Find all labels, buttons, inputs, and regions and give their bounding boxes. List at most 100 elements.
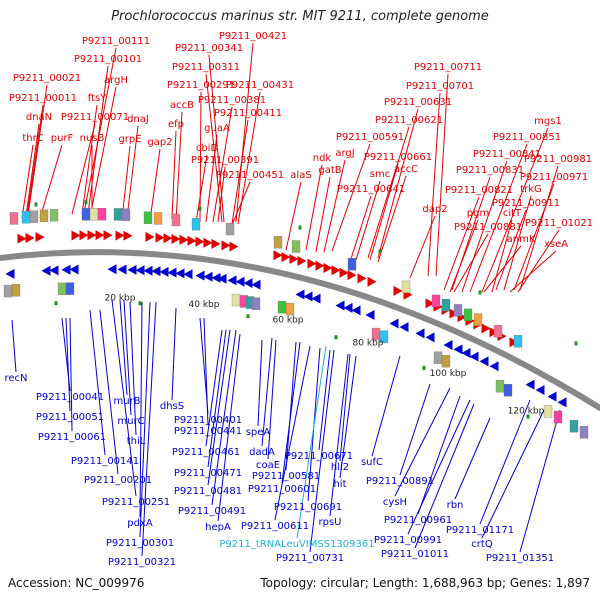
reverse-gene-arrow [443, 340, 453, 351]
gene-label-reverse: P9211_00491 [178, 506, 246, 517]
callout-line-reverse [281, 341, 301, 484]
callout-line-forward [235, 42, 254, 223]
gene-label-forward: P9211_00431 [226, 80, 294, 91]
callout-line-forward [87, 65, 109, 214]
callout-line-forward [21, 144, 34, 219]
reverse-gene-arrow [195, 270, 205, 281]
reverse-gene-arrow [135, 265, 145, 276]
gene-feature-block [3, 284, 13, 298]
gene-label-reverse: P9211_tRNALeuVIMSS1309361 [219, 539, 374, 550]
gene-label-forward: purF [51, 133, 74, 144]
gene-label-forward: grpE [118, 134, 141, 145]
reverse-gene-arrow [61, 264, 71, 275]
callout-line-forward [195, 154, 208, 223]
reverse-gene-arrow [469, 351, 479, 362]
callout-line-reverse [399, 383, 431, 476]
callout-line-reverse [171, 307, 177, 401]
reverse-gene-arrow [535, 385, 545, 396]
gene-label-forward: P9211_00021 [13, 73, 81, 84]
forward-gene-arrow [203, 237, 213, 248]
scale-tick-label: 80 kbp [353, 338, 384, 348]
callout-line-forward [427, 92, 441, 277]
scale-tick-label: 60 kbp [273, 316, 304, 326]
forward-gene-arrow [79, 230, 89, 241]
gc-marker [526, 414, 530, 419]
gc-marker [198, 206, 202, 211]
callout-line-reverse [207, 329, 227, 468]
callout-line-reverse [11, 319, 17, 373]
forward-gene-arrow [289, 254, 299, 265]
forward-gene-arrow [307, 258, 317, 269]
callout-line-reverse [89, 309, 106, 456]
gene-feature-block [441, 298, 451, 312]
gene-feature-block [277, 301, 287, 314]
scale-tick-label: 40 kbp [189, 300, 220, 310]
forward-gene-arrow [481, 323, 491, 334]
callout-line-reverse [129, 301, 137, 436]
forward-gene-arrow [179, 234, 189, 245]
gc-marker [378, 249, 382, 254]
gene-label-reverse: rbn [447, 500, 464, 511]
reverse-gene-arrow [335, 300, 345, 311]
callout-line-forward [453, 233, 489, 293]
reverse-gene-arrow [461, 347, 471, 358]
reverse-gene-arrow [303, 291, 313, 302]
callout-line-reverse [309, 349, 335, 553]
gene-feature-block [463, 308, 473, 322]
gene-label-forward: P9211_00381 [198, 95, 266, 106]
forward-gene-arrow [123, 230, 133, 241]
gene-feature-block [503, 384, 513, 397]
gene-feature-block [97, 208, 107, 221]
gene-label-reverse: P9211_00401 [174, 415, 242, 426]
gene-feature-block [153, 212, 163, 225]
gene-label-forward: P9211_00971 [520, 172, 588, 183]
callout-line-reverse [217, 333, 241, 522]
reverse-gene-arrow [251, 279, 261, 290]
forward-gene-arrow [331, 265, 341, 276]
gene-features [3, 200, 589, 439]
gene-feature-block [347, 258, 357, 271]
gc-marker [334, 335, 338, 340]
gene-label-reverse: P9211_00201 [84, 475, 152, 486]
forward-gene-arrow [71, 230, 81, 241]
gc-marker [34, 202, 38, 207]
gene-label-forward: P9211_00101 [74, 54, 142, 65]
callout-line-forward [149, 148, 161, 221]
callout-line-forward [367, 126, 410, 259]
callout-line-forward [509, 250, 557, 293]
reverse-gene-arrow [211, 272, 221, 283]
callout-line-forward [25, 123, 40, 217]
forward-gene-arrow [115, 230, 125, 241]
gene-label-reverse: P9211_00671 [285, 451, 353, 462]
callout-line-reverse [139, 301, 143, 518]
callout-line-reverse [318, 349, 331, 451]
forward-gene-arrow [103, 230, 113, 241]
forward-gene-arrow [297, 256, 307, 267]
callout-line-reverse [407, 399, 471, 535]
gene-label-forward: P9211_00831 [456, 165, 524, 176]
callout-line-forward [449, 219, 479, 293]
callout-line-forward [90, 86, 117, 213]
callout-line-forward [323, 159, 346, 253]
gc-marker [574, 341, 578, 346]
gene-label-reverse: thiL [127, 436, 146, 447]
callout-line-reverse [479, 399, 531, 525]
gene-label-forward: P9211_00981 [524, 154, 592, 165]
callout-line-forward [231, 119, 249, 225]
reverse-gene-arrow [107, 264, 117, 275]
gene-feature-block [401, 280, 411, 294]
gene-label-forward: dnaJ [127, 114, 149, 125]
callout-line-forward [503, 195, 532, 291]
callout-line-reverse [111, 299, 137, 497]
reverse-gene-arrow [295, 289, 305, 300]
callout-line-forward [212, 106, 233, 223]
gene-label-forward: xseA [544, 239, 568, 250]
gene-label-forward: P9211_00411 [214, 108, 282, 119]
gene-label-forward: argH [104, 75, 128, 86]
gene-label-reverse: P9211_00611 [241, 521, 309, 532]
gene-label-reverse: P9211_01171 [446, 525, 514, 536]
gene-feature-block [473, 313, 483, 326]
gene-label-forward: argJ [335, 148, 354, 159]
